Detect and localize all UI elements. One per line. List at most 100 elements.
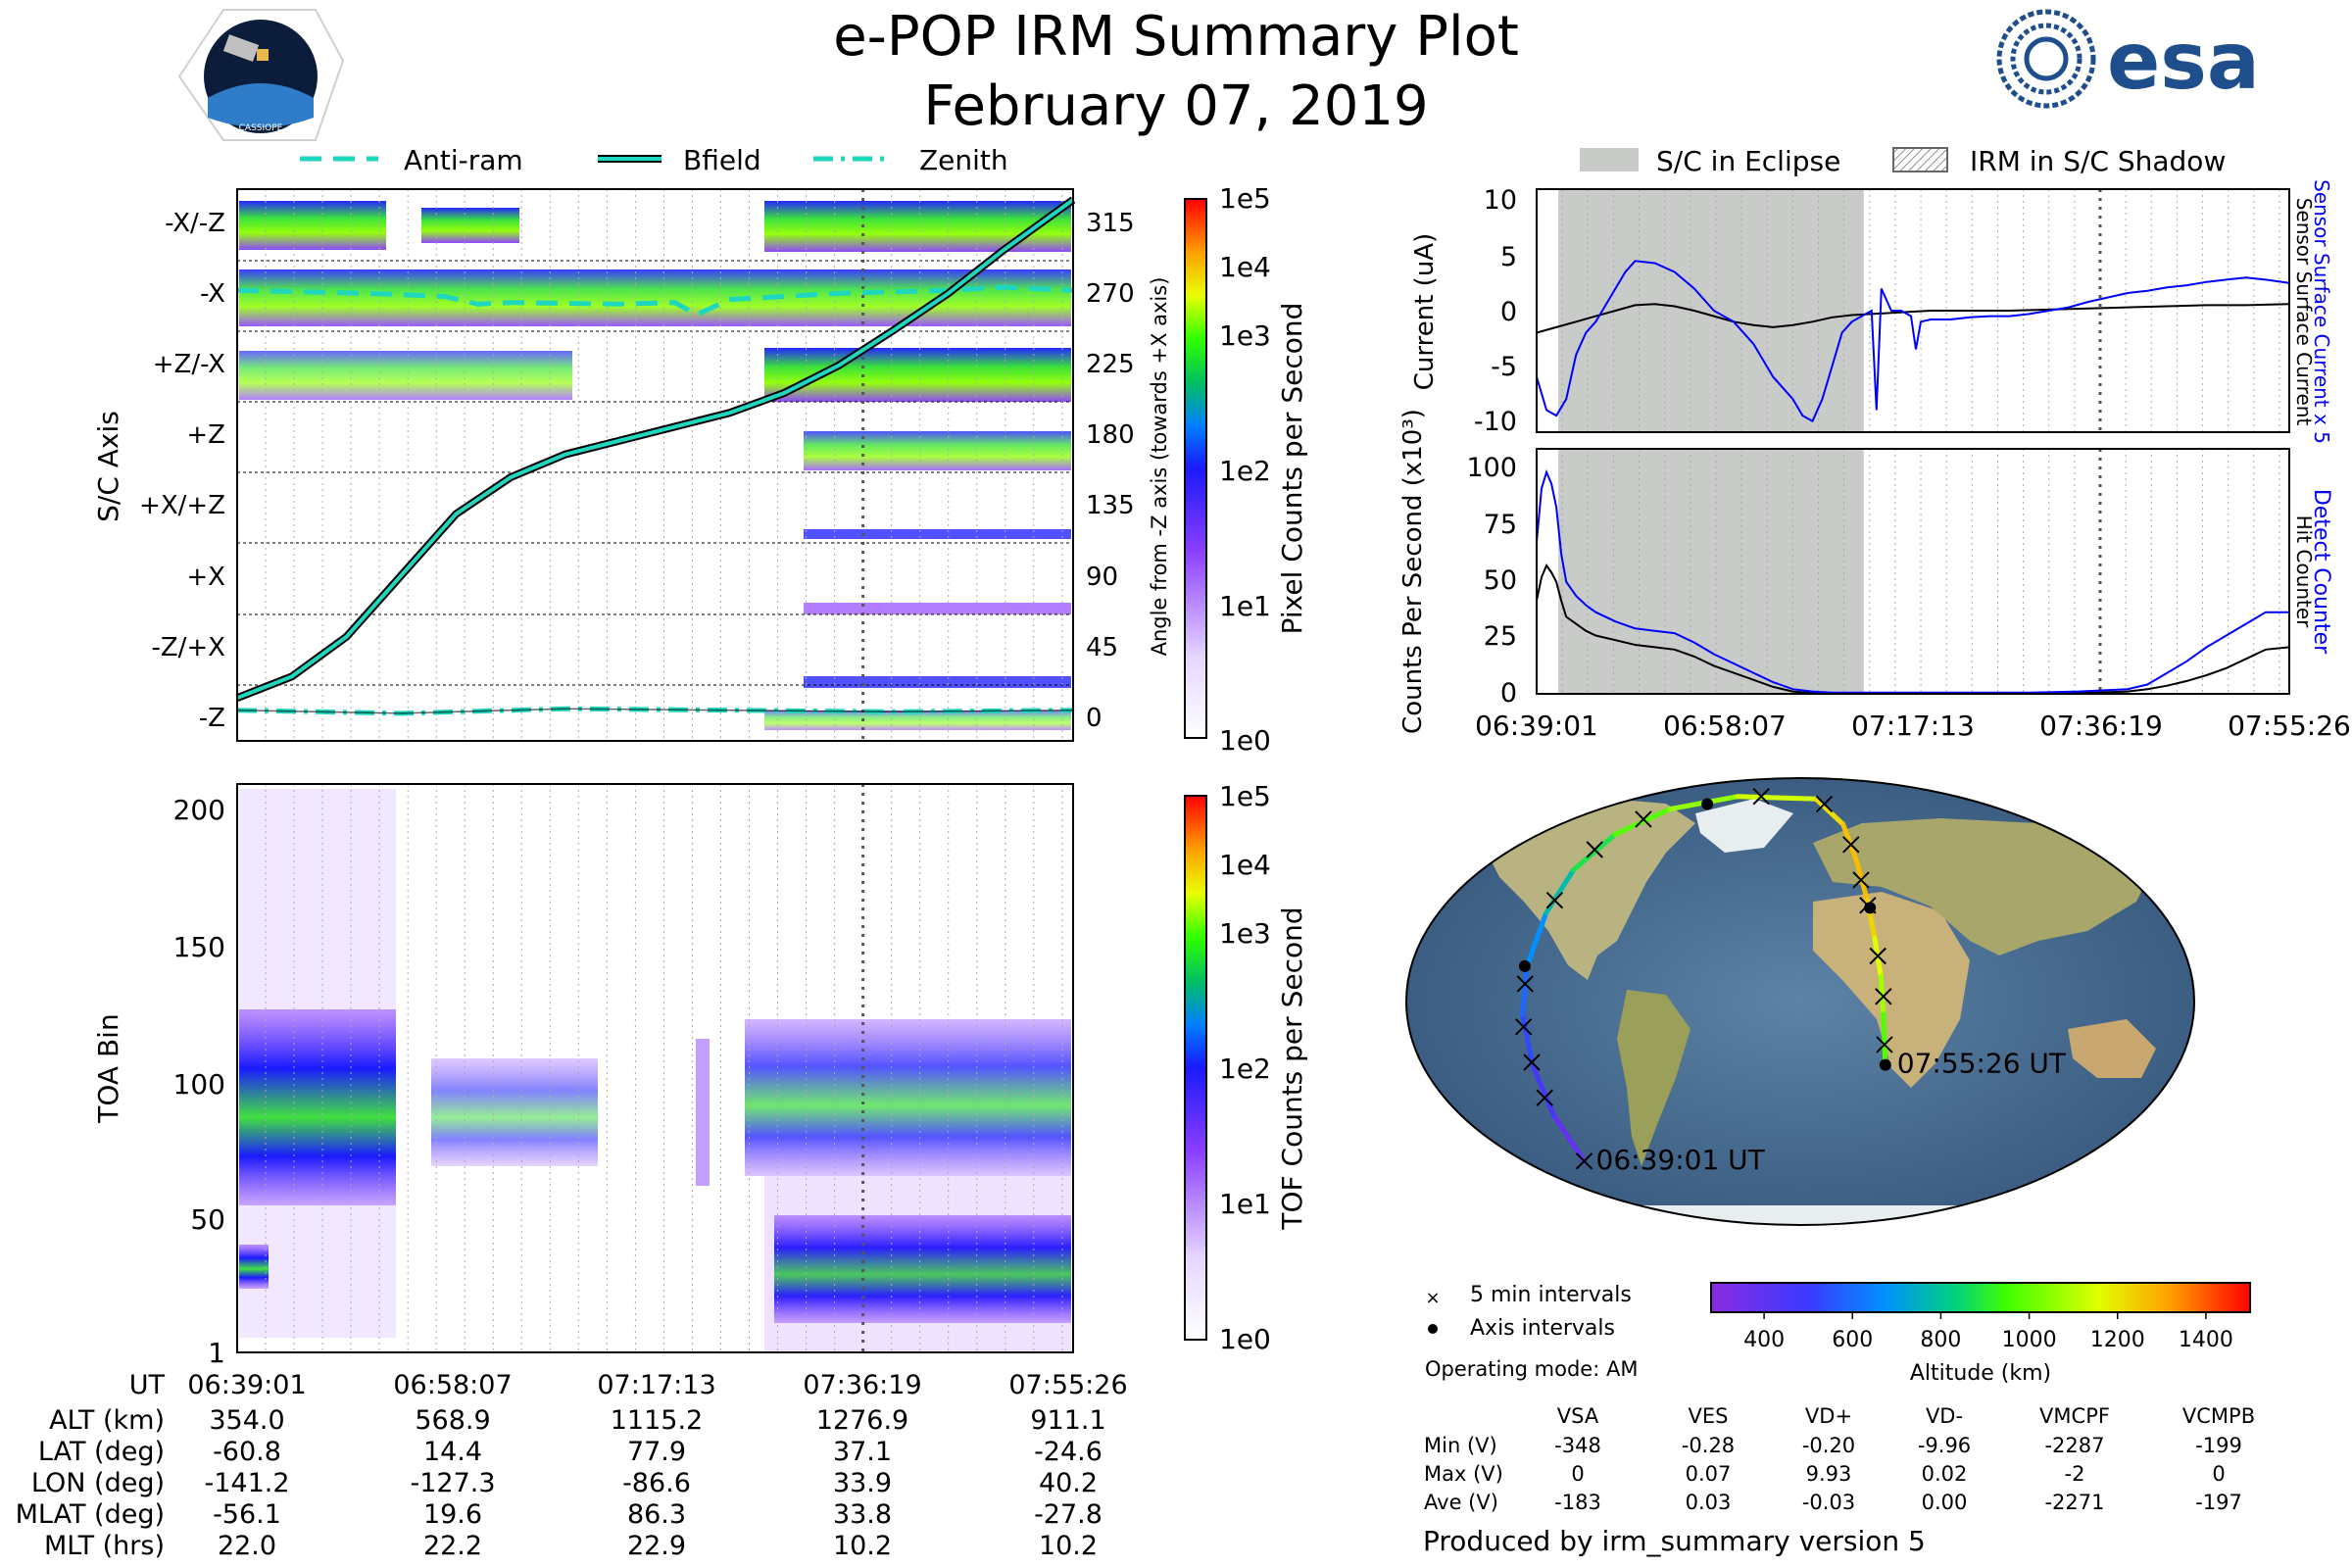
current-tick-0: 0 [1500, 297, 1517, 327]
toa-vertical-gridlines [265, 784, 1063, 1352]
altitude-tick-label: 1400 [2179, 1328, 2233, 1352]
voltage-row-label: Max (V) [1424, 1462, 1503, 1486]
axis-band-mx [239, 270, 1071, 326]
tof-cbar-tick-1e1: 1e1 [1219, 1188, 1271, 1220]
ephemeris-value: 19.6 [423, 1499, 482, 1530]
axis-category-separators [237, 260, 1073, 686]
map-legend: × 5 min intervals Axis intervals Operati… [1425, 1283, 1638, 1381]
five-minute-mark [1842, 836, 1860, 854]
axis-band-pxpz [804, 529, 1071, 539]
zenith-line-outline [236, 708, 1074, 714]
five-minute-mark [1869, 947, 1886, 965]
counts-xtick-3: 07:36:19 [2039, 710, 2163, 742]
map-frame [1405, 777, 2195, 1226]
axis-band-mz [764, 710, 1071, 730]
esa-logo-text: esa [2107, 16, 2260, 107]
ephemeris-value: 1276.9 [816, 1405, 908, 1436]
axis-interval-mark [1518, 959, 1531, 972]
current-tick-5: 5 [1500, 242, 1517, 272]
ephemeris-value: 33.9 [833, 1468, 892, 1498]
ephemeris-value: 40.2 [1039, 1468, 1098, 1498]
voltage-value: -0.03 [1802, 1491, 1855, 1514]
axis-tick-px: +X [186, 563, 225, 592]
legend-eclipse-label: S/C in Eclipse [1656, 145, 1840, 177]
orbit-track-segment [1881, 1011, 1888, 1068]
voltage-col: VCMPB [2182, 1404, 2255, 1428]
cassiope-logo: CASSIOPE [177, 9, 345, 141]
voltage-col: VSA [1557, 1404, 1599, 1428]
tof-cbar-label: TOF Counts per Second [1276, 906, 1308, 1230]
voltage-row-min: Min (V) -348 -0.28 -0.20 -9.96 -2287 -19… [1424, 1434, 2242, 1457]
axis-tick-pzmx: +Z/-X [153, 350, 225, 379]
tof-cbar-tick-1e4: 1e4 [1219, 849, 1271, 881]
ephemeris-value: 354.0 [209, 1405, 284, 1436]
detect-counter-line [1536, 468, 2289, 694]
axis-panel: -X/-Z -X +Z/-X +Z +X/+Z +X -Z/+X -Z 315 … [92, 188, 1171, 742]
counts-xtick-2: 07:17:13 [1851, 710, 1975, 742]
ephemeris-value: 10.2 [1039, 1531, 1098, 1561]
voltage-value: -0.28 [1682, 1434, 1735, 1457]
orbit-track-segment [1551, 1112, 1588, 1164]
counts-tick-100: 100 [1466, 453, 1517, 483]
legend-shadow-swatch [1892, 147, 1948, 172]
counts-panel-frame [1536, 448, 2290, 695]
voltage-value: -9.96 [1918, 1434, 1971, 1457]
axis-band-pzmx-b [764, 348, 1071, 402]
ephemeris-row-lat: LAT (deg) -60.8 14.4 77.9 37.1 -24.6 [38, 1437, 1102, 1467]
voltage-row-label: Ave (V) [1424, 1491, 1498, 1514]
current-panel-frame [1536, 188, 2290, 433]
current-tick-10: 10 [1484, 185, 1517, 216]
orbit-track-segment [1571, 831, 1618, 873]
voltage-value: 0.07 [1686, 1462, 1732, 1486]
axis-band-mxmz-b [421, 208, 519, 243]
toa-heatmap [239, 789, 1071, 1352]
map-australia [2068, 1019, 2156, 1078]
map-end-label: 07:55:26 UT [1897, 1048, 2067, 1080]
axis-right-ylabel: Angle from -Z axis (towards +X axis) [1148, 277, 1171, 657]
five-minute-mark [1586, 841, 1603, 858]
current-eclipse-region [1558, 189, 1864, 432]
axis-band-mxmz-c [764, 201, 1071, 252]
pixel-cbar-tick-1e4: 1e4 [1219, 251, 1271, 283]
counts-vertical-gridlines [1561, 449, 2280, 694]
five-minute-mark [1852, 871, 1870, 889]
toa-yticks: 200 150 100 50 1 [173, 794, 225, 1369]
five-minute-mark [1523, 1054, 1541, 1071]
pixel-colorbar: 1e5 1e4 1e3 1e2 1e1 1e0 Pixel Counts per… [1184, 182, 1308, 757]
voltage-value: -197 [2195, 1491, 2242, 1514]
ephemeris-label: LON (deg) [31, 1468, 165, 1498]
five-minute-mark [1875, 988, 1892, 1005]
ephemeris-label: LAT (deg) [38, 1437, 165, 1467]
current-right-label-blue: Sensor Surface Current x 5 [2310, 179, 2333, 444]
page-date: February 07, 2019 [923, 74, 1428, 138]
orbit-track-segment [1544, 867, 1577, 916]
ephemeris-value: 22.0 [218, 1531, 276, 1561]
axis-tick-pxpz: +X/+Z [139, 491, 225, 520]
ephemeris-value: 77.9 [627, 1437, 686, 1467]
counts-xtick-0: 06:39:01 [1475, 710, 1598, 742]
five-minute-mark [1815, 795, 1834, 813]
voltage-value: -2287 [2044, 1434, 2104, 1457]
voltage-col: VMCPF [2039, 1404, 2110, 1428]
altitude-tick-label: 1200 [2090, 1328, 2145, 1352]
counts-tick-75: 75 [1484, 510, 1517, 540]
ephemeris-table: UT 06:39:01 06:58:07 07:17:13 07:36:19 0… [16, 1370, 1128, 1561]
axis-interval-marks [1518, 798, 1891, 1071]
five-minute-mark [1514, 1018, 1533, 1036]
ephemeris-value: -86.6 [622, 1468, 691, 1498]
axis-interval-mark [1864, 902, 1877, 914]
orbit-track-segment [1813, 796, 1846, 827]
altitude-tick-label: 1000 [2002, 1328, 2057, 1352]
ephemeris-value: 911.1 [1030, 1405, 1105, 1436]
voltage-value: -199 [2195, 1434, 2242, 1457]
counts-eclipse-region [1558, 449, 1864, 694]
axis-band-mxmz-a [239, 201, 386, 250]
axis-vertical-gridlines [265, 189, 1063, 741]
altitude-colorbar: 400 600 800 1000 1200 1400 Altitude (km) [1710, 1282, 2251, 1386]
voltage-value: -348 [1554, 1434, 1601, 1457]
ephemeris-value: -141.2 [204, 1468, 289, 1498]
axis-band-px [804, 603, 1071, 614]
orbit-map: 06:39:01 UT 07:55:26 UT [1405, 777, 2195, 1226]
axis-tick-mz: -Z [199, 704, 225, 733]
pixel-cbar-tick-1e3: 1e3 [1219, 319, 1271, 352]
